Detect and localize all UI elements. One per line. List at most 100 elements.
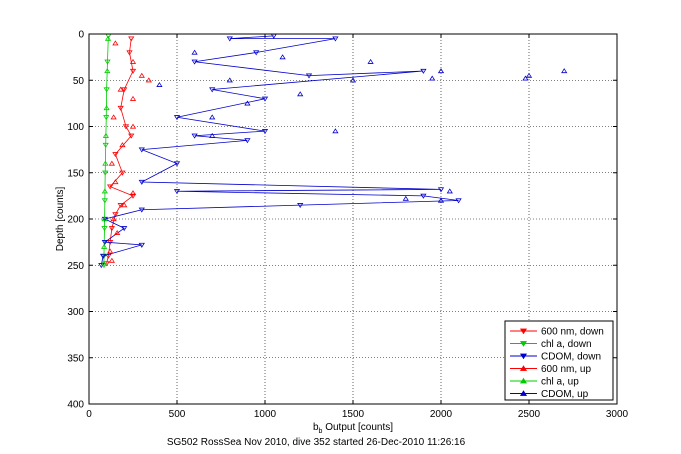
data-point xyxy=(122,124,130,130)
legend-marker xyxy=(519,328,528,335)
data-point xyxy=(129,58,137,64)
data-point xyxy=(226,36,233,42)
data-point xyxy=(191,49,198,55)
data-point xyxy=(102,142,109,148)
data-point xyxy=(129,95,137,101)
data-point xyxy=(129,190,137,196)
data-point xyxy=(108,160,116,166)
x-axis-label: bb Output [counts] xyxy=(313,422,393,435)
y-tick-label: 0 xyxy=(78,30,84,41)
x-axis-label-main: b xyxy=(313,422,319,433)
data-point xyxy=(102,132,110,138)
data-point xyxy=(117,86,124,92)
data-point xyxy=(104,35,112,41)
data-point xyxy=(112,179,119,185)
legend-marker xyxy=(519,341,528,347)
data-point xyxy=(209,132,216,138)
data-point xyxy=(173,161,181,167)
y-tick-label: 350 xyxy=(67,353,84,364)
legend-label: chl a, down xyxy=(541,339,592,350)
data-point xyxy=(209,114,216,120)
legend-marker xyxy=(519,365,528,371)
data-point xyxy=(103,115,110,121)
data-point xyxy=(119,170,126,176)
data-point xyxy=(455,198,462,204)
data-point xyxy=(173,115,181,121)
data-point xyxy=(128,133,135,139)
legend-label: chl a, up xyxy=(541,377,579,388)
data-point xyxy=(112,212,119,218)
x-tick-label: 1500 xyxy=(342,409,365,420)
figure-caption: SG502 RossSea Nov 2010, dive 352 started… xyxy=(167,437,466,448)
data-point xyxy=(173,189,181,195)
data-point xyxy=(138,242,145,248)
data-point xyxy=(367,58,374,64)
data-point xyxy=(103,87,110,93)
data-layer xyxy=(98,33,568,269)
data-point xyxy=(429,75,436,81)
data-point xyxy=(420,68,427,74)
data-point xyxy=(121,87,128,93)
data-point xyxy=(117,105,124,111)
data-point xyxy=(209,87,216,93)
data-point xyxy=(128,36,135,42)
data-point xyxy=(244,138,251,144)
data-point xyxy=(102,170,109,176)
data-point xyxy=(138,179,145,185)
data-point xyxy=(112,40,119,46)
data-point xyxy=(437,197,445,203)
y-tick-label: 200 xyxy=(67,215,84,226)
data-point xyxy=(108,226,116,232)
data-point xyxy=(110,114,117,120)
data-point xyxy=(138,147,145,153)
data-point xyxy=(104,68,111,74)
y-tick-label: 50 xyxy=(73,76,85,87)
data-point xyxy=(121,202,128,208)
data-point xyxy=(261,129,269,135)
data-point xyxy=(103,105,110,111)
data-point xyxy=(104,59,111,65)
data-point xyxy=(101,188,108,194)
data-point xyxy=(156,81,163,87)
data-point xyxy=(226,77,233,83)
y-tick-label: 400 xyxy=(67,400,84,411)
legend-label: CDOM, down xyxy=(541,352,601,363)
data-point xyxy=(117,203,124,209)
data-point xyxy=(402,195,409,201)
x-axis-label-rest: Output [counts] xyxy=(322,422,393,433)
data-point xyxy=(332,128,339,134)
y-tick-label: 250 xyxy=(67,261,84,272)
data-point xyxy=(420,193,427,199)
x-tick-label: 3000 xyxy=(606,409,629,420)
legend-label: 600 nm, up xyxy=(541,364,591,375)
grid-lines xyxy=(89,34,617,404)
data-point xyxy=(110,216,117,222)
data-point xyxy=(305,73,313,79)
data-point xyxy=(121,226,128,232)
data-point xyxy=(244,100,251,106)
legend-label: CDOM, up xyxy=(541,389,589,400)
data-point xyxy=(99,253,107,259)
series-chl-a-up xyxy=(100,35,112,266)
x-tick-label: 1000 xyxy=(254,409,277,420)
data-point xyxy=(114,229,121,235)
data-point xyxy=(349,77,357,83)
data-point xyxy=(191,133,198,139)
data-point xyxy=(297,91,304,97)
data-point xyxy=(437,68,445,74)
data-point xyxy=(525,72,533,78)
data-point xyxy=(145,77,152,83)
legend-marker xyxy=(519,377,528,384)
data-point xyxy=(191,59,198,65)
legend-marker xyxy=(519,353,528,360)
data-point xyxy=(138,72,145,78)
y-tick-label: 100 xyxy=(67,122,84,133)
data-point xyxy=(332,36,339,42)
data-point xyxy=(129,193,137,199)
series-600-nm-up xyxy=(106,40,152,263)
y-axis-label: Depth [counts] xyxy=(55,187,66,252)
data-point xyxy=(101,240,108,246)
series-line xyxy=(100,35,459,266)
data-point xyxy=(297,203,304,209)
